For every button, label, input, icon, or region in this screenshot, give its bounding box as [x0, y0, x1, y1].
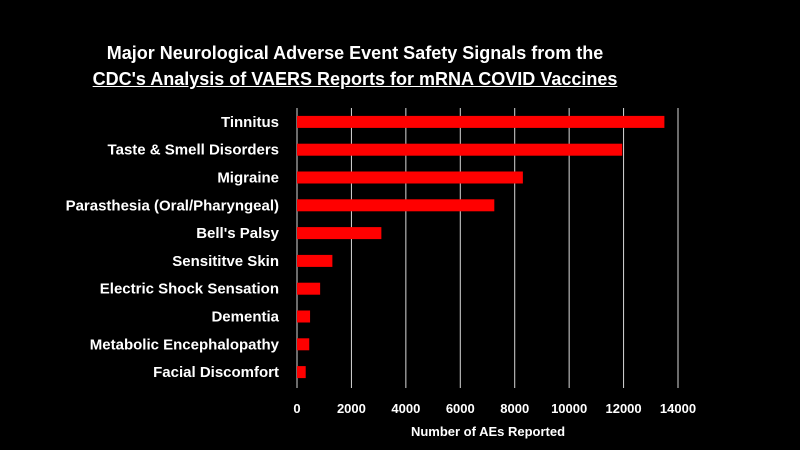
x-tick-label: 10000: [551, 401, 587, 416]
category-label: Facial Discomfort: [153, 364, 279, 381]
x-tick-label: 8000: [500, 401, 529, 416]
bar: [297, 227, 382, 240]
chart-title: Major Neurological Adverse Event Safety …: [0, 40, 710, 92]
bars: [297, 115, 665, 379]
x-tick-label: 12000: [605, 401, 641, 416]
x-tick-label: 4000: [391, 401, 420, 416]
chart-title-line-2: CDC's Analysis of VAERS Reports for mRNA…: [92, 69, 618, 89]
category-label: Bell's Palsy: [196, 225, 279, 242]
category-label: Migraine: [217, 170, 279, 187]
category-label: Sensititve Skin: [172, 253, 279, 270]
x-tick-label: 2000: [337, 401, 366, 416]
x-tick-labels: 0 2000 4000 6000 8000 10000 12000 14000: [293, 401, 696, 416]
category-label: Tinnitus: [221, 114, 279, 131]
bar: [297, 310, 311, 323]
x-tick-label: 14000: [660, 401, 696, 416]
category-labels: Tinnitus Taste & Smell Disorders Migraine P…: [66, 114, 280, 381]
x-tick-label: 0: [293, 401, 300, 416]
category-label: Parasthesia (Oral/Pharyngeal): [66, 197, 279, 214]
bar: [297, 115, 665, 128]
x-tick-label: 6000: [446, 401, 475, 416]
bar: [297, 338, 310, 351]
bar: [297, 199, 495, 212]
bar: [297, 282, 321, 295]
x-axis-title: Number of AEs Reported: [411, 424, 565, 439]
bar: [297, 171, 523, 184]
category-label: Electric Shock Sensation: [100, 281, 279, 298]
bar: [297, 143, 623, 156]
category-label: Metabolic Encephalopathy: [90, 336, 280, 353]
bar: [297, 254, 333, 267]
chart-title-line-1: Major Neurological Adverse Event Safety …: [106, 43, 604, 63]
bar: [297, 366, 306, 379]
category-label: Taste & Smell Disorders: [108, 142, 279, 159]
category-label: Dementia: [211, 309, 279, 326]
